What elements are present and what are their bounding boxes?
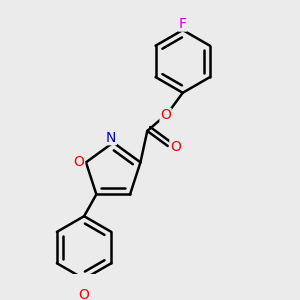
Text: F: F [179,17,187,31]
Text: O: O [160,108,171,122]
Text: O: O [170,140,181,154]
Text: O: O [79,288,89,300]
Text: N: N [106,130,116,145]
Text: O: O [74,155,85,169]
